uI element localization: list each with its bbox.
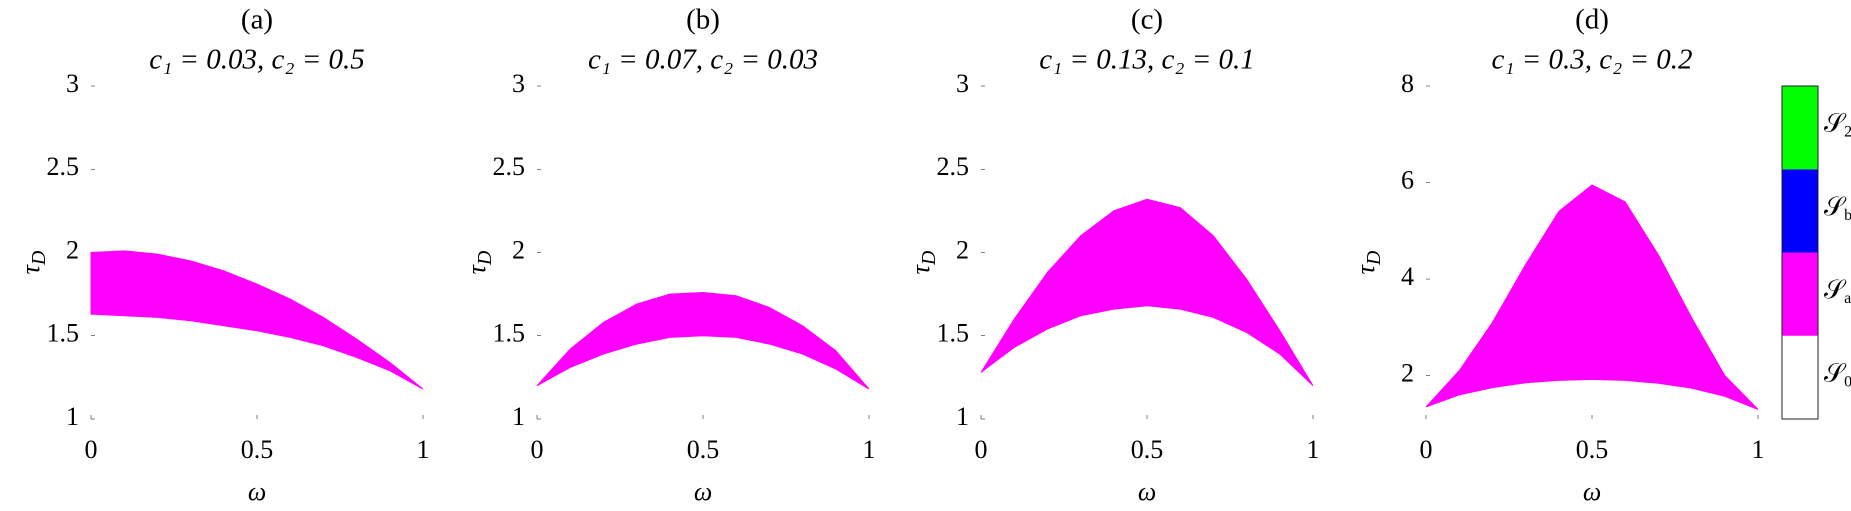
colorbar-frame bbox=[1781, 85, 1819, 420]
y-tick-label: 1.5 bbox=[47, 319, 80, 348]
x-tick-label: 0.5 bbox=[1576, 435, 1609, 464]
colorbar-segment bbox=[1782, 169, 1818, 253]
panel-subtitle: c₁ = 0.03, c₂ = 0.5 bbox=[149, 44, 365, 76]
x-tick-label: 0.5 bbox=[241, 435, 274, 464]
colorbar-label-symbol: 𝒮 bbox=[1824, 192, 1847, 221]
y-axis-label-subscript: D bbox=[1363, 250, 1385, 266]
colorbar-label: 𝒮b bbox=[1824, 192, 1851, 224]
y-tick-label: 2.5 bbox=[493, 152, 526, 181]
colorbar-label: 𝒮0 bbox=[1824, 358, 1851, 390]
y-tick-label: 3 bbox=[956, 69, 969, 98]
colorbar-segment bbox=[1782, 252, 1818, 336]
x-tick-label: 1 bbox=[1307, 435, 1320, 464]
panel-label: (d) bbox=[1575, 4, 1609, 36]
y-axis-label-symbol: τ bbox=[462, 263, 491, 274]
colorbar-label-symbol: 𝒮 bbox=[1824, 109, 1847, 138]
y-tick-label: 6 bbox=[1401, 165, 1414, 194]
region-area bbox=[1425, 184, 1759, 410]
region-area bbox=[536, 291, 870, 390]
y-axis-label-symbol: τ bbox=[1351, 263, 1380, 274]
y-tick-label: 3 bbox=[512, 69, 525, 98]
y-axis-label-subscript: D bbox=[28, 250, 50, 266]
y-axis-label-symbol: τ bbox=[906, 263, 935, 274]
colorbar-label: 𝒮a bbox=[1824, 275, 1851, 307]
y-tick-label: 8 bbox=[1401, 69, 1414, 98]
y-tick-label: 1 bbox=[512, 402, 525, 431]
x-axis-label: ω bbox=[248, 477, 266, 506]
colorbar-segment bbox=[1782, 335, 1818, 419]
x-tick-label: 0 bbox=[975, 435, 988, 464]
x-tick-label: 0 bbox=[85, 435, 98, 464]
y-axis-label-symbol: τ bbox=[16, 263, 45, 274]
y-tick-label: 1 bbox=[956, 402, 969, 431]
region-area bbox=[90, 250, 424, 390]
y-axis-label-subscript: D bbox=[918, 250, 940, 266]
y-tick-label: 2.5 bbox=[937, 152, 970, 181]
panel-subtitle: c₁ = 0.3, c₂ = 0.2 bbox=[1491, 44, 1692, 76]
y-tick-label: 2 bbox=[66, 235, 79, 264]
x-tick-label: 0 bbox=[531, 435, 544, 464]
panel-subtitle: c₁ = 0.13, c₂ = 0.1 bbox=[1039, 44, 1255, 76]
x-tick-label: 0 bbox=[1420, 435, 1433, 464]
panel-label: (b) bbox=[686, 4, 720, 36]
y-tick-label: 4 bbox=[1401, 262, 1414, 291]
y-tick-label: 1.5 bbox=[937, 319, 970, 348]
x-tick-label: 1 bbox=[1752, 435, 1765, 464]
colorbar-label-symbol: 𝒮 bbox=[1824, 358, 1847, 387]
x-tick-label: 1 bbox=[417, 435, 430, 464]
colorbar-label-subscript: 2 bbox=[1844, 123, 1851, 140]
colorbar-label-subscript: a bbox=[1844, 290, 1851, 307]
y-tick-label: 2 bbox=[512, 235, 525, 264]
y-tick-label: 1.5 bbox=[493, 319, 526, 348]
colorbar-label-symbol: 𝒮 bbox=[1824, 275, 1847, 304]
y-tick-label: 2 bbox=[956, 235, 969, 264]
x-tick-label: 1 bbox=[863, 435, 876, 464]
y-axis-label: τD bbox=[462, 250, 496, 274]
y-tick-label: 1 bbox=[66, 402, 79, 431]
y-axis-label: τD bbox=[906, 250, 940, 274]
y-axis-label: τD bbox=[16, 250, 50, 274]
colorbar-label-subscript: 0 bbox=[1844, 373, 1851, 390]
panel-subtitle: c₁ = 0.07, c₂ = 0.03 bbox=[588, 44, 818, 76]
x-axis-label: ω bbox=[694, 477, 712, 506]
region-area bbox=[980, 198, 1314, 387]
y-tick-label: 2 bbox=[1401, 359, 1414, 388]
x-axis-label: ω bbox=[1138, 477, 1156, 506]
y-tick-label: 3 bbox=[66, 69, 79, 98]
x-tick-label: 0.5 bbox=[1131, 435, 1164, 464]
x-tick-label: 0.5 bbox=[687, 435, 720, 464]
y-tick-label: 2.5 bbox=[47, 152, 80, 181]
x-axis-label: ω bbox=[1583, 477, 1601, 506]
y-axis-label: τD bbox=[1351, 250, 1385, 274]
y-axis-label-subscript: D bbox=[474, 250, 496, 266]
panel-label: (a) bbox=[241, 4, 273, 36]
colorbar-label: 𝒮2 bbox=[1824, 109, 1851, 141]
colorbar-segment bbox=[1782, 86, 1818, 170]
colorbar-label-subscript: b bbox=[1844, 207, 1851, 224]
panel-label: (c) bbox=[1131, 4, 1163, 36]
